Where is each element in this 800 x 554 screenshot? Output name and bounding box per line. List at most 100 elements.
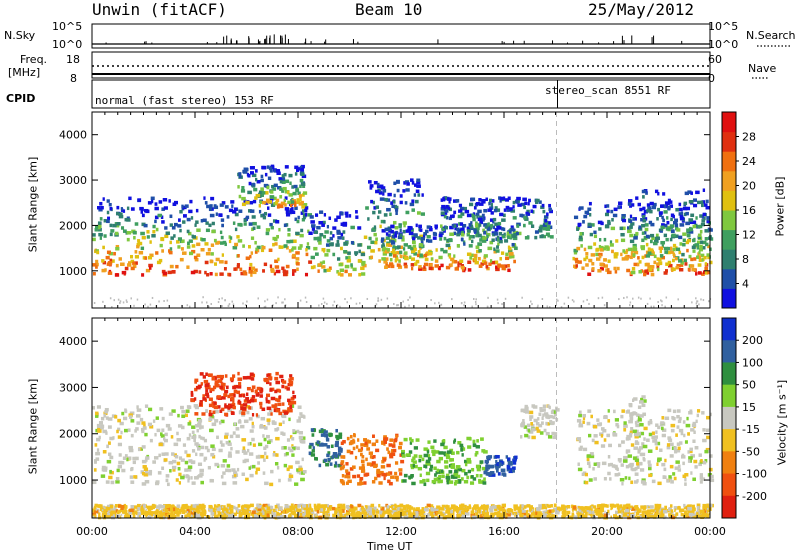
power-cell bbox=[468, 223, 472, 227]
velocity-cell bbox=[198, 506, 202, 510]
power-cell bbox=[347, 255, 351, 260]
velocity-cell bbox=[141, 429, 145, 434]
power-cell bbox=[203, 196, 206, 200]
velocity-cell bbox=[281, 414, 287, 419]
power-cell bbox=[359, 302, 361, 305]
power-cell bbox=[697, 233, 702, 238]
velocity-cell bbox=[202, 397, 207, 401]
power-cell bbox=[597, 297, 600, 300]
velocity-cell bbox=[115, 480, 120, 484]
velocity-cell bbox=[495, 454, 500, 459]
power-cell bbox=[477, 242, 482, 246]
velocity-cell bbox=[623, 428, 627, 432]
velocity-cell bbox=[233, 389, 238, 394]
power-cell bbox=[642, 219, 647, 223]
velocity-cell bbox=[246, 448, 250, 453]
power-cell bbox=[621, 213, 626, 218]
velocity-cell bbox=[583, 509, 587, 514]
power-cell bbox=[457, 263, 460, 268]
velocity-cell bbox=[199, 452, 204, 457]
velocity-cell bbox=[151, 504, 157, 508]
power-cell bbox=[464, 209, 470, 214]
velocity-cell bbox=[709, 454, 713, 458]
power-cell bbox=[370, 255, 374, 260]
power-cell bbox=[625, 248, 629, 253]
velocity-cell bbox=[194, 424, 200, 428]
velocity-cell bbox=[641, 452, 646, 457]
power-cell bbox=[695, 255, 700, 259]
power-cell bbox=[295, 188, 300, 193]
power-cell bbox=[345, 214, 349, 218]
power-cell bbox=[488, 262, 492, 266]
velocity-cell bbox=[137, 513, 141, 518]
velocity-cell bbox=[288, 380, 294, 385]
velocity-cell bbox=[353, 433, 356, 437]
velocity-cell bbox=[586, 457, 590, 462]
velocity-cell bbox=[615, 510, 619, 515]
power-cell bbox=[95, 265, 98, 269]
power-cell bbox=[229, 236, 233, 240]
velocity-cell bbox=[187, 422, 192, 426]
power-cell bbox=[648, 220, 653, 225]
velocity-cell bbox=[387, 450, 391, 455]
velocity-cell bbox=[331, 455, 334, 459]
power-cell bbox=[461, 230, 464, 235]
power-cell bbox=[233, 207, 238, 211]
velocity-cell bbox=[148, 506, 152, 511]
power-cell bbox=[354, 252, 358, 256]
velocity-cell bbox=[197, 474, 203, 478]
power-cell bbox=[289, 210, 294, 214]
power-cell bbox=[501, 303, 503, 306]
velocity-cell bbox=[465, 507, 470, 512]
power-cell bbox=[134, 250, 138, 254]
velocity-cell bbox=[213, 504, 217, 508]
velocity-cell bbox=[683, 433, 686, 438]
power-cell bbox=[284, 196, 288, 200]
velocity-cell bbox=[676, 414, 680, 419]
power-cell bbox=[321, 247, 326, 252]
power-cell bbox=[252, 182, 255, 187]
power-cell bbox=[707, 270, 711, 275]
power-cell bbox=[678, 235, 683, 240]
power-cell bbox=[454, 259, 458, 264]
power-cell bbox=[134, 222, 139, 226]
power-cell bbox=[630, 222, 635, 226]
power-cell bbox=[166, 299, 169, 302]
power-cell bbox=[245, 200, 250, 205]
power-cell bbox=[415, 189, 420, 194]
velocity-cell bbox=[109, 469, 112, 474]
velocity-cell bbox=[288, 401, 293, 406]
power-cell bbox=[575, 259, 579, 264]
velocity-cell bbox=[591, 510, 595, 515]
power-cell bbox=[503, 232, 506, 237]
power-cell bbox=[200, 237, 203, 241]
velocity-cell bbox=[255, 471, 258, 475]
power-cell bbox=[638, 227, 643, 231]
power-cell bbox=[477, 256, 481, 261]
power-cell bbox=[440, 207, 445, 211]
power-cell bbox=[281, 266, 285, 271]
velocity-cell bbox=[168, 508, 174, 512]
velocity-cell bbox=[628, 476, 631, 481]
power-cell bbox=[702, 270, 706, 274]
velocity-cell bbox=[637, 416, 641, 420]
velocity-cell bbox=[324, 433, 329, 438]
velocity-cell bbox=[629, 416, 634, 421]
velocity-echo-region bbox=[339, 433, 405, 486]
power-cell bbox=[205, 221, 209, 225]
velocity-cell bbox=[339, 466, 343, 471]
velocity-cell bbox=[101, 467, 106, 472]
velocity-cell bbox=[561, 510, 565, 515]
velocity-cell bbox=[346, 509, 350, 514]
velocity-cell bbox=[250, 512, 255, 516]
velocity-cell bbox=[289, 377, 294, 381]
power-cell bbox=[466, 252, 472, 256]
power-cell bbox=[294, 217, 298, 222]
power-cell bbox=[119, 301, 121, 304]
power-cell bbox=[671, 233, 676, 238]
velocity-cell bbox=[429, 464, 434, 469]
velocity-cell bbox=[246, 399, 252, 404]
velocity-cell bbox=[220, 419, 225, 424]
velocity-cell bbox=[636, 465, 640, 469]
velocity-cell bbox=[299, 439, 305, 444]
